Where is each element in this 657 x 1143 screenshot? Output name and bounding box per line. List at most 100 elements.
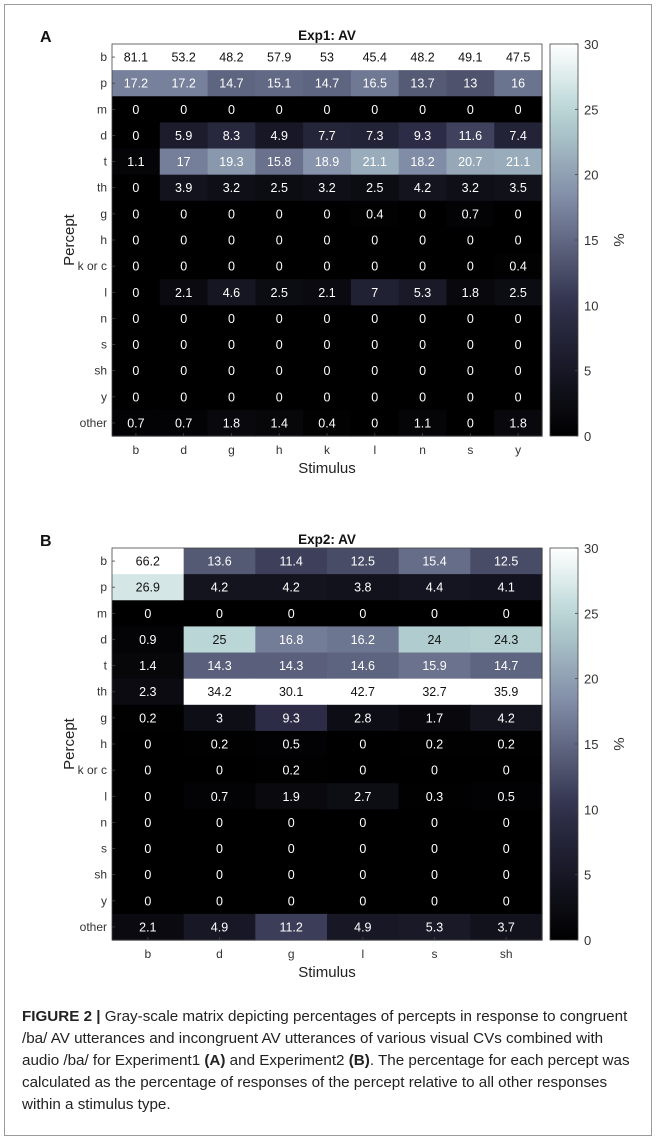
cell-value-label: 19.3 (219, 155, 243, 169)
cell-value-label: 0 (132, 103, 139, 117)
heatmap-cell (494, 305, 543, 333)
heatmap-cell (398, 704, 471, 732)
cell-value-label: 3.2 (223, 181, 240, 195)
panel-label: A (40, 29, 52, 46)
heatmap-cell (255, 70, 304, 97)
cell-value-label: 0.9 (139, 633, 156, 647)
heatmap-cell (446, 174, 495, 202)
cell-value-label: 0 (144, 738, 151, 752)
cell-value-label: 4.2 (497, 711, 514, 725)
cell-value-label: 4.1 (497, 581, 514, 595)
heatmap-cell (255, 913, 328, 941)
heatmap-cell (494, 409, 543, 437)
heatmap-cell (159, 148, 209, 176)
cell-value-label: 15.4 (422, 555, 446, 569)
heatmap-cell (112, 226, 161, 254)
heatmap-cell (327, 704, 400, 732)
cell-value-label: 14.3 (207, 659, 231, 673)
heatmap-cell (398, 861, 471, 889)
heatmap-cell (255, 809, 328, 837)
cell-value-label: 18.2 (410, 155, 434, 169)
cell-value-label: 5.3 (414, 286, 431, 300)
cell-value-label: 0 (371, 390, 378, 404)
heatmap-cell (112, 757, 185, 784)
cell-value-label: 81.1 (124, 51, 148, 65)
cell-value-label: 0 (132, 286, 139, 300)
cell-value-label: 0 (180, 207, 187, 221)
cell-value-label: 0 (371, 103, 378, 117)
cell-value-label: 0.4 (509, 260, 526, 274)
cell-value-label: 48.2 (219, 51, 243, 65)
cell-value-label: 2.1 (318, 286, 335, 300)
y-tick-label: p (100, 76, 107, 90)
cell-value-label: 34.2 (207, 685, 231, 699)
cell-value-label: 0 (467, 234, 474, 248)
heatmap-cell (398, 148, 448, 176)
heatmap-cell (446, 200, 495, 228)
y-tick-label: n (100, 815, 107, 829)
heatmap-cell (112, 253, 161, 280)
cell-value-label: 0 (324, 103, 331, 117)
heatmap-cell (398, 279, 448, 306)
x-tick-label: d (180, 443, 187, 457)
cell-value-label: 0 (467, 338, 474, 352)
cell-value-label: 0 (419, 390, 426, 404)
heatmap-cell (327, 574, 400, 601)
cell-value-label: 0 (467, 390, 474, 404)
cell-value-label: 0 (371, 364, 378, 378)
heatmap-cell (446, 279, 495, 306)
heatmap-cell (398, 574, 471, 601)
cell-value-label: 0 (431, 816, 438, 830)
cell-value-label: 0 (419, 364, 426, 378)
y-tick-label: other (80, 416, 107, 430)
cell-value-label: 0 (228, 364, 235, 378)
y-tick-label: g (100, 711, 107, 725)
heatmap-cell (207, 122, 256, 150)
y-tick-label: l (104, 285, 107, 299)
cell-value-label: 4.2 (211, 581, 228, 595)
x-tick-label: s (432, 947, 438, 961)
colorbar-tick-label: 25 (584, 102, 598, 117)
heatmap-cell (159, 253, 209, 280)
colorbar-tick-label: 30 (584, 37, 598, 52)
colorbar-tick-label: 10 (584, 802, 598, 817)
cell-value-label: 0 (431, 868, 438, 882)
cell-value-label: 4.9 (271, 129, 288, 143)
y-tick-label: g (100, 207, 107, 221)
cell-value-label: 0 (503, 842, 510, 856)
cell-value-label: 3.2 (318, 181, 335, 195)
cell-value-label: 0.7 (462, 207, 479, 221)
cell-value-label: 1.4 (139, 659, 156, 673)
heatmap-cell (207, 331, 256, 359)
heatmap-cell (255, 548, 328, 575)
heatmap-cell (494, 96, 543, 123)
cell-value-label: 0 (419, 312, 426, 326)
heatmap-cell (255, 279, 304, 306)
colorbar-tick-label: 30 (584, 541, 598, 556)
cell-value-label: 24 (428, 633, 442, 647)
heatmap-cell (398, 600, 471, 627)
y-tick-label: s (101, 842, 107, 856)
x-axis-label: Stimulus (298, 460, 356, 477)
y-tick-label: s (101, 338, 107, 352)
heatmap-cell (255, 678, 328, 706)
heatmap-cell (470, 704, 543, 732)
cell-value-label: 0 (132, 260, 139, 274)
cell-value-label: 0 (503, 894, 510, 908)
y-tick-label: y (101, 894, 107, 908)
heatmap-cell (112, 730, 185, 758)
heatmap-cell (398, 809, 471, 837)
heatmap-cell (350, 70, 400, 97)
colorbar-tick-label: 25 (584, 606, 598, 621)
cell-value-label: 0 (324, 338, 331, 352)
heatmap-cell (398, 626, 471, 654)
cell-value-label: 0 (288, 868, 295, 882)
cell-value-label: 0 (144, 868, 151, 882)
cell-value-label: 2.8 (354, 711, 371, 725)
heatmap-cell (470, 600, 543, 627)
heatmap-cell (159, 44, 209, 71)
cell-value-label: 0 (216, 607, 223, 621)
cell-value-label: 0 (324, 312, 331, 326)
heatmap-cell (446, 253, 495, 280)
